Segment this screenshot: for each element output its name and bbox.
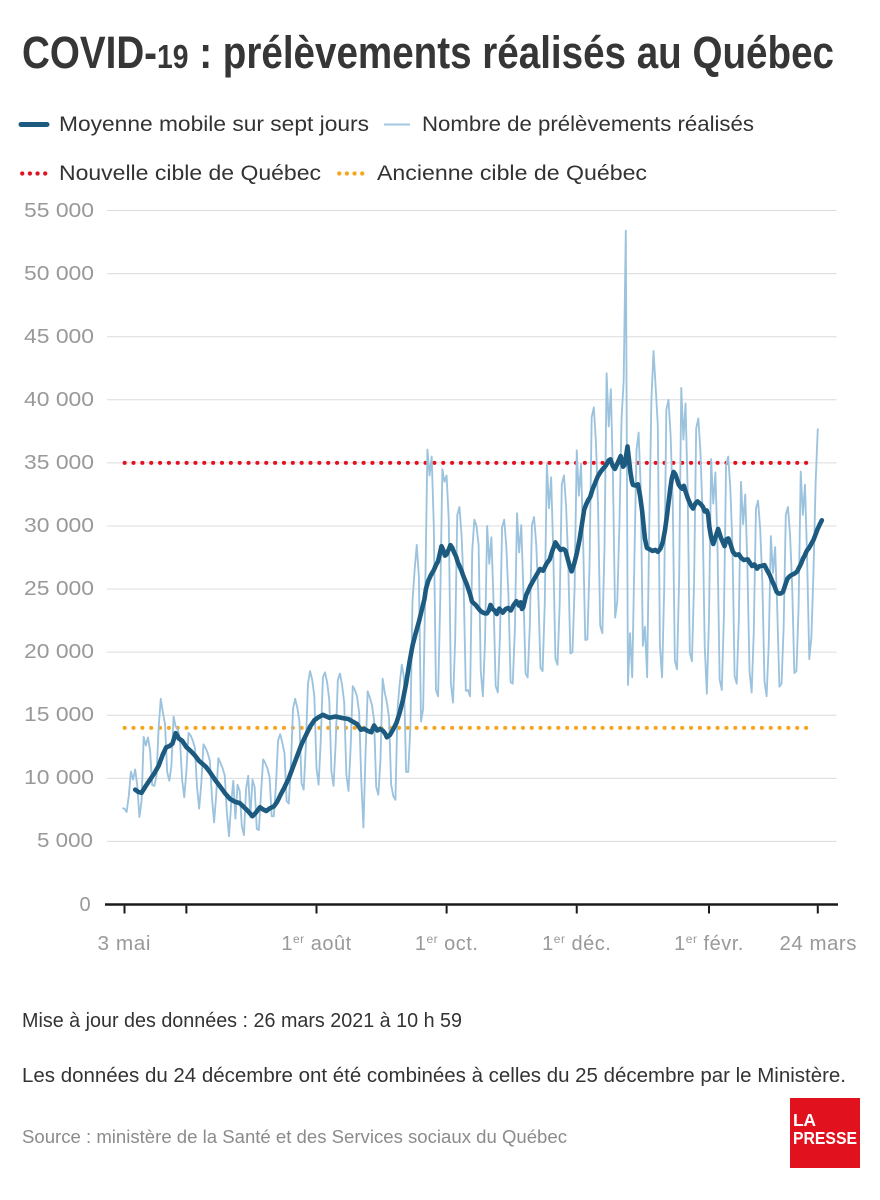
svg-text:45 000: 45 000 <box>24 326 94 348</box>
svg-text:Source : ministère de la Santé: Source : ministère de la Santé et des Se… <box>22 1126 567 1147</box>
svg-text:30 000: 30 000 <box>24 515 94 537</box>
svg-text:55 000: 55 000 <box>24 200 94 222</box>
svg-text:LA: LA <box>793 1110 816 1130</box>
svg-text:24 mars: 24 mars <box>780 933 858 955</box>
svg-text:Ancienne cible de Québec: Ancienne cible de Québec <box>377 162 647 185</box>
svg-text:25 000: 25 000 <box>24 578 94 600</box>
svg-text:PRESSE: PRESSE <box>793 1128 857 1148</box>
svg-text:10 000: 10 000 <box>24 767 94 789</box>
svg-text:15 000: 15 000 <box>24 704 94 726</box>
svg-text:5 000: 5 000 <box>37 830 93 852</box>
svg-text:1er déc.: 1er déc. <box>542 932 611 955</box>
svg-text:1er févr.: 1er févr. <box>674 932 744 955</box>
svg-text:20 000: 20 000 <box>24 641 94 663</box>
svg-text:1er oct.: 1er oct. <box>415 932 479 955</box>
svg-text:Nouvelle cible de Québec: Nouvelle cible de Québec <box>59 162 321 185</box>
svg-text:1er août: 1er août <box>281 932 351 955</box>
svg-text:3 mai: 3 mai <box>98 933 152 955</box>
svg-text:40 000: 40 000 <box>24 389 94 411</box>
svg-text:0: 0 <box>80 894 91 916</box>
svg-text:Mise à jour des données : 26 m: Mise à jour des données : 26 mars 2021 à… <box>22 1010 462 1032</box>
svg-text:35 000: 35 000 <box>24 452 94 474</box>
svg-text:COVID-19 : prélèvements réalis: COVID-19 : prélèvements réalisés au Québ… <box>22 27 834 78</box>
svg-text:50 000: 50 000 <box>24 263 94 285</box>
svg-text:Nombre de prélèvements réalisé: Nombre de prélèvements réalisés <box>422 113 754 136</box>
svg-text:Les données du 24 décembre ont: Les données du 24 décembre ont été combi… <box>22 1065 846 1087</box>
svg-text:Moyenne mobile sur sept jours: Moyenne mobile sur sept jours <box>59 113 369 136</box>
